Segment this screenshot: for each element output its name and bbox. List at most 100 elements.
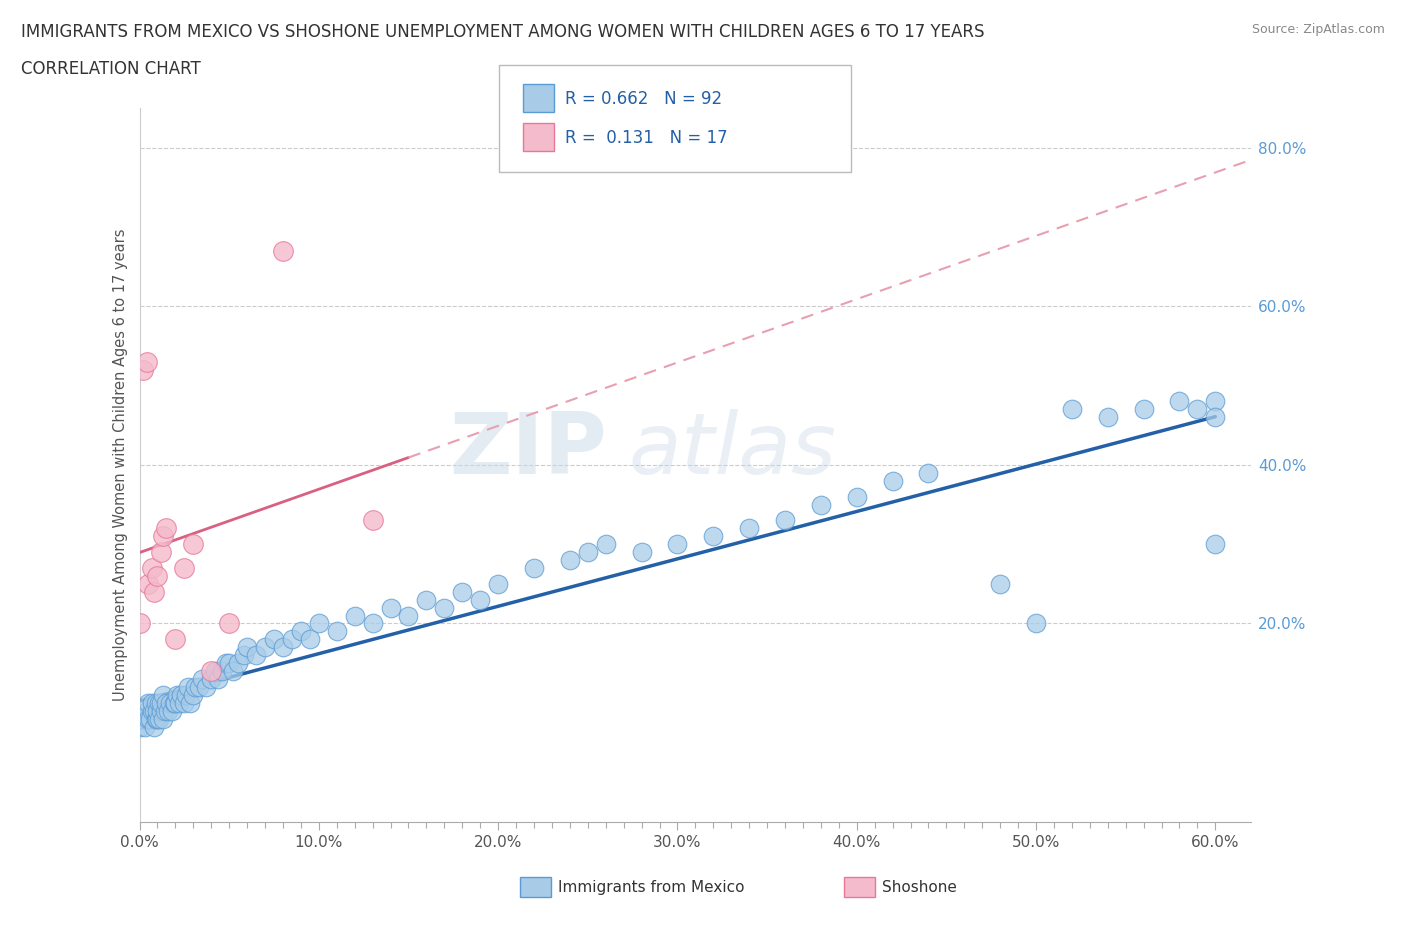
Point (451, 584, 474, 599)
Point (135, 354, 157, 369)
Point (153, 703, 176, 718)
Point (988, 577, 1011, 591)
Point (326, 624, 349, 639)
Point (128, 616, 150, 631)
Point (166, 687, 188, 702)
Point (138, 577, 160, 591)
Point (254, 640, 277, 655)
Point (167, 696, 190, 711)
Point (181, 687, 204, 702)
Point (148, 711, 170, 726)
Point (218, 656, 240, 671)
Text: atlas: atlas (628, 409, 837, 492)
Point (308, 616, 330, 631)
Point (1025, 616, 1047, 631)
Point (226, 656, 249, 671)
Point (1097, 410, 1119, 425)
Point (415, 592, 437, 607)
Point (470, 592, 492, 607)
Point (845, 489, 868, 504)
Point (173, 561, 195, 576)
Point (214, 656, 236, 671)
Point (146, 568, 169, 583)
Point (1187, 402, 1209, 417)
Point (1060, 402, 1083, 417)
Point (1204, 537, 1226, 551)
Point (165, 631, 187, 646)
Point (191, 671, 214, 686)
Point (218, 616, 240, 631)
Point (134, 719, 156, 734)
Point (211, 664, 233, 679)
Point (159, 696, 181, 711)
Point (157, 703, 180, 718)
Point (380, 600, 402, 615)
Point (361, 513, 384, 528)
Point (236, 640, 259, 655)
Point (145, 696, 167, 711)
Point (245, 647, 267, 662)
Point (162, 696, 184, 711)
Point (200, 664, 222, 679)
Point (1132, 402, 1154, 417)
Point (343, 608, 366, 623)
Point (666, 537, 689, 551)
Point (207, 671, 229, 686)
Point (523, 561, 546, 576)
Point (152, 687, 174, 702)
Point (738, 521, 761, 536)
Point (181, 537, 204, 551)
Point (141, 696, 163, 711)
Point (138, 711, 160, 726)
Point (298, 631, 321, 646)
Point (135, 703, 157, 718)
Point (152, 529, 174, 544)
Point (1168, 394, 1191, 409)
Point (558, 552, 581, 567)
Point (174, 687, 197, 702)
Point (271, 244, 294, 259)
Point (232, 647, 254, 662)
Point (142, 719, 165, 734)
Point (138, 696, 160, 711)
Point (194, 680, 217, 695)
Point (271, 640, 294, 655)
Point (1204, 410, 1226, 425)
Point (433, 600, 456, 615)
Point (184, 680, 207, 695)
Point (187, 680, 209, 695)
Point (142, 584, 165, 599)
Point (145, 711, 167, 726)
Point (150, 696, 173, 711)
Point (486, 577, 509, 591)
Text: R =  0.131   N = 17: R = 0.131 N = 17 (565, 129, 728, 147)
Text: CORRELATION CHART: CORRELATION CHART (21, 60, 201, 78)
Point (595, 537, 617, 551)
Point (177, 680, 200, 695)
Point (132, 363, 155, 378)
Text: IMMIGRANTS FROM MEXICO VS SHOSHONE UNEMPLOYMENT AMONG WOMEN WITH CHILDREN AGES 6: IMMIGRANTS FROM MEXICO VS SHOSHONE UNEMP… (21, 23, 984, 41)
Point (128, 719, 150, 734)
Y-axis label: Unemployment Among Women with Children Ages 6 to 17 years: Unemployment Among Women with Children A… (114, 229, 128, 701)
Point (146, 711, 169, 726)
Point (165, 696, 187, 711)
Point (398, 608, 420, 623)
Point (150, 703, 173, 718)
Point (131, 711, 153, 726)
Point (132, 711, 155, 726)
Point (290, 624, 312, 639)
Point (152, 711, 174, 726)
Text: ZIP: ZIP (449, 409, 606, 492)
Point (139, 711, 162, 726)
Point (773, 513, 796, 528)
Point (148, 696, 170, 711)
Point (141, 703, 163, 718)
Point (141, 561, 163, 576)
Point (702, 529, 724, 544)
Point (173, 696, 195, 711)
Point (1204, 394, 1226, 409)
Point (160, 703, 183, 718)
Point (281, 631, 304, 646)
Point (263, 631, 285, 646)
Point (150, 545, 173, 560)
